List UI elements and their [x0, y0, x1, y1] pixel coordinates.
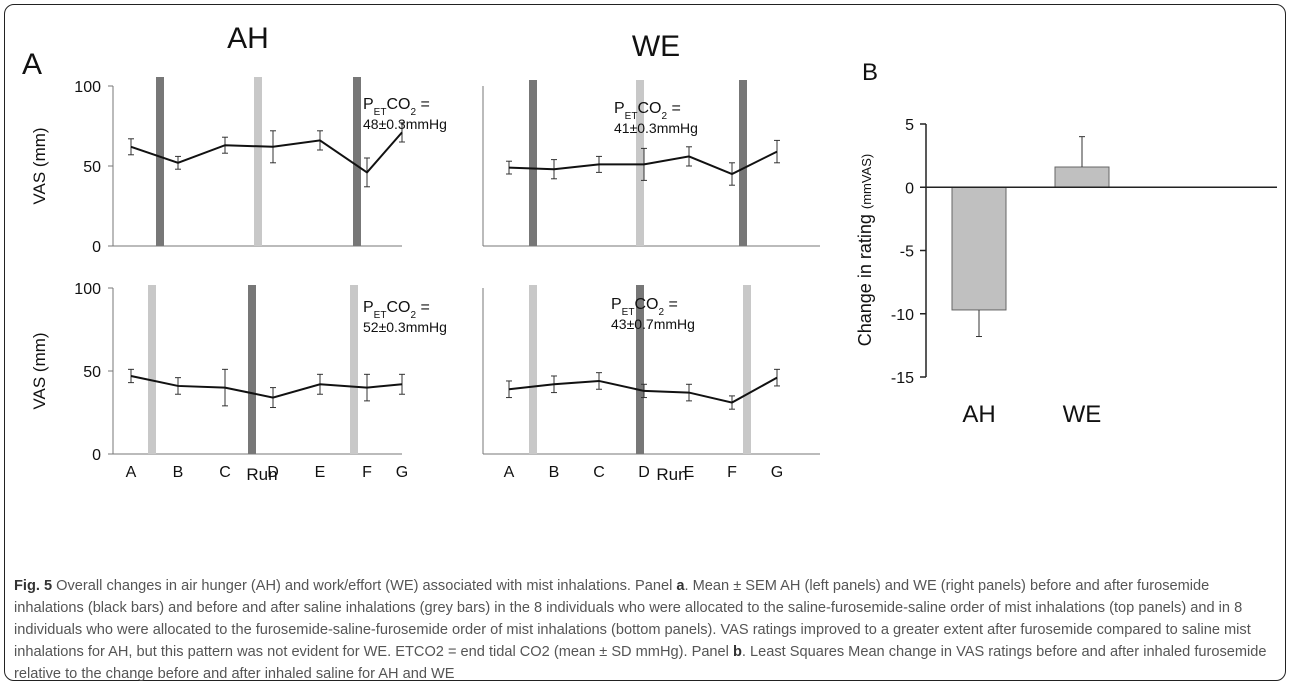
inhalation-bar-furosemide	[248, 285, 256, 454]
petco2-value: 52±0.3mmHg	[363, 319, 447, 335]
title-we: WE	[632, 30, 680, 63]
y-tick-label: 0	[92, 447, 101, 464]
y-tick-label: 50	[83, 364, 101, 381]
x-axis-title-left: Run	[246, 465, 277, 484]
chart-ah_bottom: 0 50 100 VAS (mm) A B C D E F G PETCO2 =52±0.3mmHg	[30, 281, 447, 481]
chart-we_top: PETCO2 =41±0.3mmHg	[482, 80, 820, 247]
series-line	[130, 375, 403, 399]
x-tick-label: C	[219, 464, 231, 481]
chart-we_bottom: A B C D E F G PETCO2 =43±0.7mmHg	[482, 285, 820, 481]
caption-text-1: Overall changes in air hunger (AH) and w…	[52, 578, 677, 594]
petco2-value: 41±0.3mmHg	[614, 120, 698, 136]
x-tick-label: G	[771, 464, 783, 481]
x-tick-label: WE	[1063, 401, 1102, 428]
inhalation-bar-furosemide	[739, 80, 747, 246]
x-tick-label: C	[593, 464, 605, 481]
y-tick-label: -5	[900, 244, 914, 261]
series-line	[508, 150, 778, 176]
inhalation-bar-furosemide	[636, 285, 644, 454]
inhalation-bar-saline	[350, 285, 358, 454]
petco2-label: PETCO2 =	[363, 96, 430, 118]
caption-bold-b: b	[732, 644, 742, 660]
series-line	[508, 376, 778, 404]
petco2-label: PETCO2 =	[611, 296, 678, 318]
inhalation-bar-saline	[148, 285, 156, 454]
caption-bold-a: a	[676, 578, 685, 594]
x-tick-label: AH	[962, 401, 995, 428]
x-tick-label: B	[549, 464, 560, 481]
inhalation-bar-furosemide	[156, 77, 164, 246]
petco2-value: 48±0.3mmHg	[363, 116, 447, 132]
inhalation-bar-saline	[254, 77, 262, 246]
figure-frame	[4, 4, 1286, 681]
caption-fig-label: Fig. 5	[14, 578, 53, 594]
chart-panel-b: -15 -10 -5 0 5 AH WE Change in rating (mmVAS)	[855, 117, 1277, 428]
y-tick-label: -15	[891, 370, 914, 387]
bar-AH	[951, 186, 1007, 311]
x-tick-label: B	[173, 464, 184, 481]
y-tick-label: 100	[74, 281, 101, 298]
x-tick-label: F	[727, 464, 737, 481]
figure-caption: Fig. 5 Overall changes in air hunger (AH…	[14, 575, 1276, 685]
x-tick-label: A	[126, 464, 137, 481]
y-tick-label: 100	[74, 79, 101, 96]
series-line	[130, 131, 403, 174]
caption-text-3: . Least Squares Mean change in VAS ratin…	[14, 644, 1267, 682]
y-axis-label: Change in rating (mmVAS)	[855, 154, 875, 346]
y-axis-label: VAS (mm)	[30, 332, 49, 409]
inhalation-bar-saline	[743, 285, 751, 454]
y-tick-label: 50	[83, 159, 101, 176]
chart-ah_top: 0 50 100 VAS (mm) PETCO2 =48±0.3mmHg	[30, 77, 447, 256]
y-tick-label: -10	[891, 307, 914, 324]
petco2-label: PETCO2 =	[363, 299, 430, 321]
petco2-label: PETCO2 =	[614, 100, 681, 122]
inhalation-bar-furosemide	[529, 80, 537, 246]
x-tick-label: E	[315, 464, 326, 481]
y-axis-label: VAS (mm)	[30, 127, 49, 204]
y-tick-label: 0	[905, 180, 914, 197]
bar-WE	[1054, 166, 1110, 188]
x-tick-label: D	[638, 464, 650, 481]
x-tick-label: F	[362, 464, 372, 481]
panel-b-label: B	[862, 59, 878, 86]
x-axis-title-right: Run	[656, 465, 687, 484]
x-tick-label: E	[684, 464, 695, 481]
inhalation-bar-saline	[636, 80, 644, 246]
panel-a-label: A	[22, 48, 42, 81]
inhalation-bar-furosemide	[353, 77, 361, 246]
y-tick-label: 0	[92, 239, 101, 256]
y-tick-label: 5	[905, 117, 914, 134]
petco2-value: 43±0.7mmHg	[611, 316, 695, 332]
x-tick-label: G	[396, 464, 408, 481]
x-tick-label: A	[504, 464, 515, 481]
caption-text-2: . Mean ± SEM AH (left panels) and WE (ri…	[14, 578, 1251, 660]
x-tick-label: D	[267, 464, 279, 481]
title-ah: AH	[227, 22, 269, 55]
inhalation-bar-saline	[529, 285, 537, 454]
